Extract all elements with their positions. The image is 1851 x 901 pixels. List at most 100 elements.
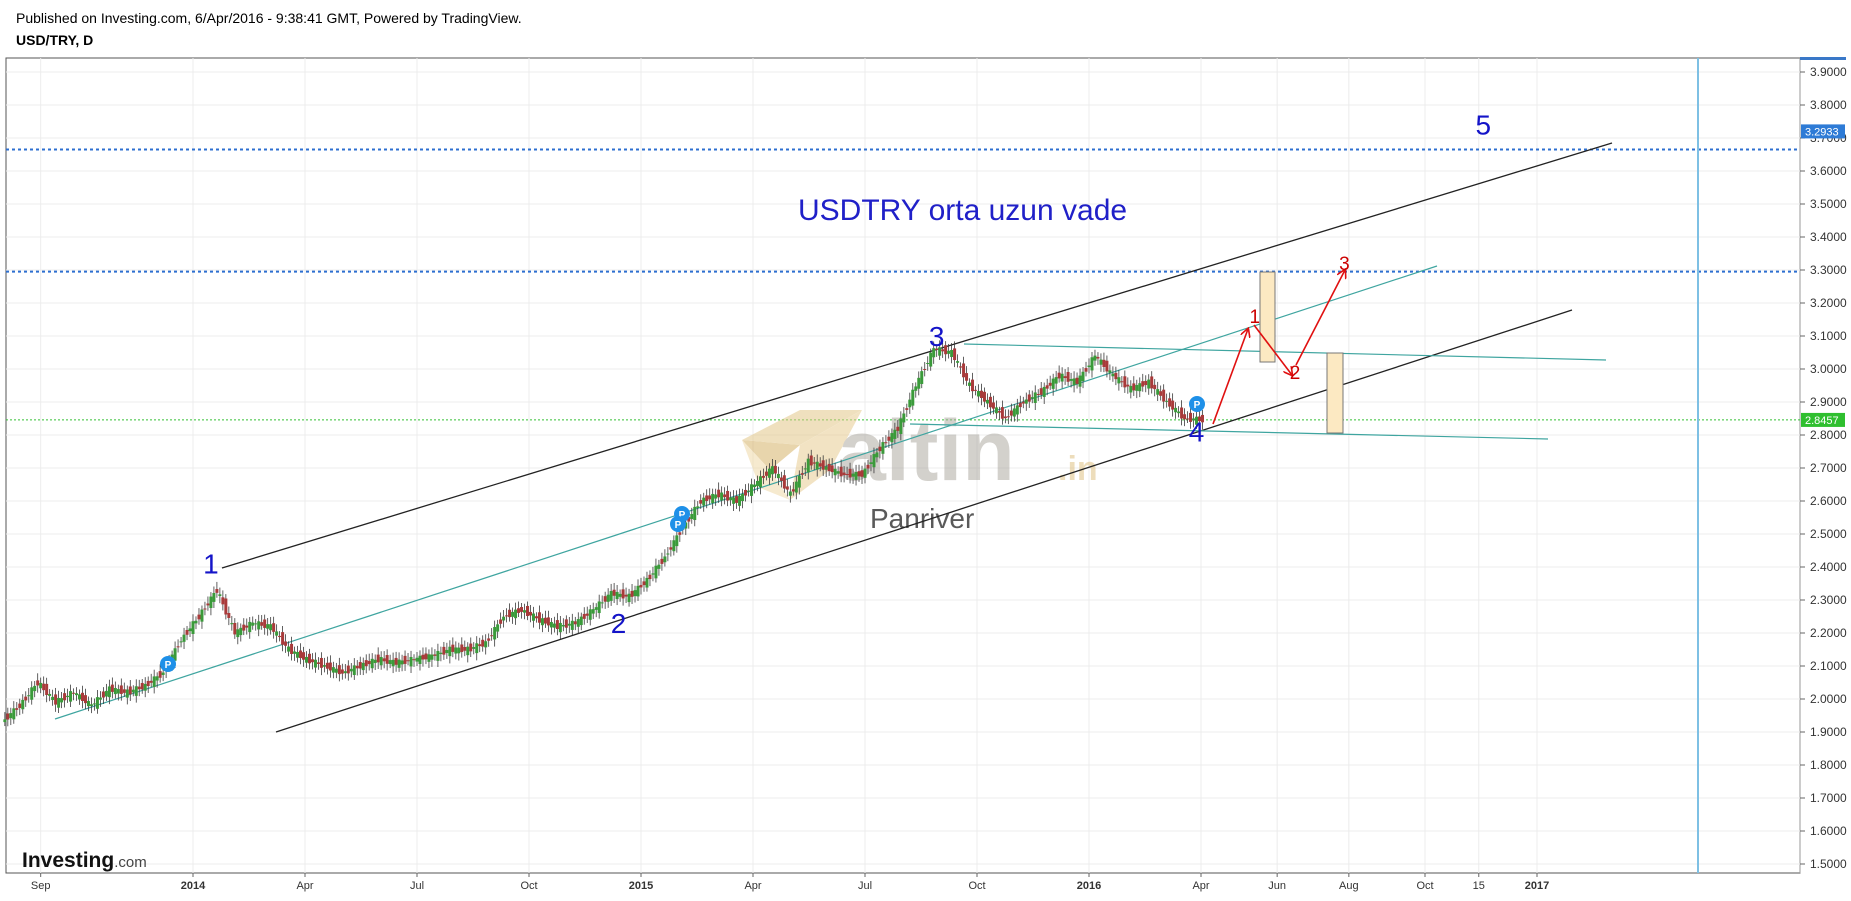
candle-body: [325, 662, 329, 669]
candle-body: [418, 655, 422, 665]
candle-body: [319, 657, 323, 668]
candle-body: [1102, 359, 1106, 367]
candle-body: [729, 497, 733, 501]
projection-box-1[interactable]: [1259, 271, 1276, 363]
candle-body: [974, 389, 978, 391]
y-tick-label: 2.7000: [1810, 461, 1847, 475]
wave-label: 3: [929, 321, 945, 352]
candle-body: [708, 495, 712, 500]
wave-label: 1: [203, 549, 219, 580]
candle-body: [621, 589, 625, 599]
arrow-down-2: [1253, 324, 1292, 375]
candle-body: [1000, 407, 1004, 419]
candle-body: [988, 396, 992, 408]
candle-body: [475, 643, 479, 654]
candle-body: [57, 697, 61, 708]
price-badge: [1801, 124, 1845, 139]
candle-body: [3, 719, 7, 723]
candle-body: [860, 470, 864, 477]
candle-body: [78, 694, 82, 700]
candle-body: [600, 602, 604, 604]
candle-body: [86, 700, 90, 707]
candle-body: [982, 391, 986, 402]
candle-body: [92, 703, 96, 705]
candle-body: [1132, 383, 1136, 391]
candle-body: [558, 622, 562, 633]
projection-arrows[interactable]: [1212, 270, 1345, 425]
candle-body: [505, 615, 509, 617]
candle-body: [296, 651, 300, 658]
candle-body: [230, 623, 234, 625]
candle-body: [179, 641, 183, 643]
candle-body: [421, 654, 425, 660]
candle-body: [979, 390, 983, 399]
candle-body: [334, 668, 338, 673]
candle-body: [854, 471, 858, 480]
candle-body: [197, 614, 201, 620]
candle-body: [693, 506, 697, 521]
candle-body: [567, 623, 571, 626]
candle-body: [75, 693, 79, 696]
x-tick-label: Sep: [31, 880, 51, 892]
candle-body: [1129, 385, 1133, 393]
candle-body: [122, 689, 126, 693]
candle-body: [884, 442, 888, 444]
candle-body: [137, 686, 141, 690]
candle-body: [502, 616, 506, 621]
y-tick-label: 3.9000: [1810, 65, 1847, 79]
candle-body: [481, 639, 485, 647]
candle-body: [364, 660, 368, 667]
candle-body: [517, 608, 521, 613]
candle-body: [932, 348, 936, 358]
candle-body: [528, 611, 532, 616]
candle-body: [463, 646, 467, 651]
candle-body: [290, 643, 294, 654]
candle-body: [1072, 378, 1076, 386]
candle-body: [263, 619, 267, 628]
p-marker-icon: P: [1189, 396, 1205, 412]
p-marker-icon: P: [160, 656, 176, 672]
candle-body: [947, 350, 951, 354]
candle-body: [944, 345, 948, 355]
watermark-author: Panriver: [870, 503, 974, 534]
candle-body: [194, 620, 198, 624]
candle-body: [1033, 392, 1037, 403]
candle-body: [672, 540, 676, 552]
candle-body: [971, 379, 975, 392]
candle-body: [863, 468, 867, 478]
candle-body: [394, 657, 398, 665]
candle-body: [376, 654, 380, 663]
candle-body: [1069, 379, 1073, 381]
candle-body: [218, 594, 222, 596]
candle-body: [591, 609, 595, 614]
candle-body: [675, 535, 679, 547]
investing-logo: Investing.com: [22, 849, 147, 872]
candle-body: [588, 609, 592, 620]
candle-body: [702, 497, 706, 506]
candle-body: [929, 352, 933, 367]
projection-box-2[interactable]: [1326, 352, 1344, 434]
candle-body: [349, 668, 353, 672]
candle-body: [651, 573, 655, 575]
candle-body: [744, 489, 748, 496]
candle-body: [266, 624, 270, 629]
candle-body: [985, 399, 989, 404]
symbol-label: USD/TRY, D: [16, 32, 94, 48]
candle-body: [1186, 418, 1190, 420]
candle-body: [738, 495, 742, 506]
candle-body: [1135, 385, 1139, 391]
candle-body: [340, 669, 344, 674]
candle-body: [1105, 360, 1109, 372]
candle-body: [188, 628, 192, 632]
candle-body: [633, 590, 637, 597]
candle-body: [815, 461, 819, 470]
grid: [6, 58, 1800, 873]
candle-body: [80, 692, 84, 701]
p-markers[interactable]: P P P P: [160, 396, 1205, 672]
candle-body: [741, 494, 745, 502]
price-badge-label: 3.2933: [1805, 126, 1839, 138]
watermark-suffix: .in: [1058, 450, 1098, 488]
candle-body: [511, 611, 515, 617]
candle-body: [212, 592, 216, 602]
